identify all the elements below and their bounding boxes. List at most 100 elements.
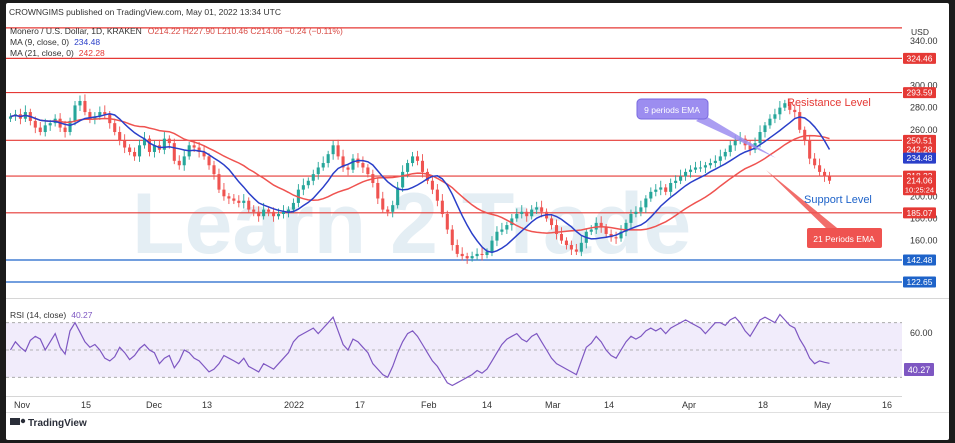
- candle-body-149: [748, 145, 752, 150]
- published-line: CROWNGIMS published on TradingView.com, …: [9, 7, 281, 17]
- candle-body-85: [430, 180, 434, 190]
- candle-body-164: [823, 171, 827, 177]
- x-tick-6: Feb: [421, 400, 437, 410]
- candle-body-89: [450, 229, 454, 246]
- ema21-callout-box: [807, 228, 882, 248]
- candle-body-6: [38, 127, 42, 133]
- candle-body-39: [202, 151, 206, 157]
- candle-body-25: [133, 151, 137, 157]
- candle-body-64: [326, 154, 330, 164]
- candle-body-21: [113, 123, 117, 133]
- candle-body-129: [649, 191, 653, 199]
- candle-body-144: [723, 151, 727, 157]
- support-label: Support Level: [804, 194, 872, 206]
- candle-body-95: [480, 253, 484, 256]
- price-tag-1-label: 234.48: [907, 153, 933, 163]
- rsi-value: 40.27: [71, 310, 93, 320]
- horizontal-levels: [6, 27, 902, 283]
- candle-body-42: [217, 174, 221, 190]
- candle-body-58: [296, 189, 300, 203]
- candle-body-7: [43, 125, 47, 133]
- candle-body-114: [574, 249, 578, 252]
- candle-body-94: [475, 253, 479, 257]
- candle-body-98: [495, 231, 499, 241]
- candle-body-137: [688, 169, 693, 172]
- ema21-callout-pointer: [766, 170, 842, 232]
- level-tag-2-label: 293.59: [907, 88, 933, 98]
- candle-body-112: [564, 240, 568, 246]
- candle-body-90: [455, 245, 459, 254]
- x-tick-4: 2022: [284, 400, 304, 410]
- price-tag-0-box: [903, 143, 936, 155]
- candle-body-53: [272, 211, 276, 217]
- candle-body-60: [306, 180, 310, 186]
- candle-body-136: [684, 171, 688, 177]
- ma9-label: MA (9, close, 0): [10, 37, 69, 47]
- watermark-text: Learn 2 Trade: [132, 176, 691, 272]
- x-tick-1: 15: [81, 400, 91, 410]
- candle-body-109: [550, 218, 554, 226]
- candle-body-140: [703, 165, 707, 168]
- y-axis-ticks: 340.00 300.00 280.00 260.00 200.00 180.00 160.…: [910, 36, 938, 245]
- candle-body-126: [634, 211, 638, 215]
- candle-body-40: [207, 156, 211, 166]
- candle-body-79: [401, 171, 405, 188]
- ma9-value: 234.48: [74, 37, 100, 47]
- candle-body-80: [406, 163, 410, 172]
- candle-body-111: [559, 233, 564, 241]
- candle-body-28: [147, 138, 152, 152]
- candle-body-46: [237, 200, 241, 203]
- candle-body-110: [554, 225, 559, 234]
- rsi-legend: RSI (14, close) 40.27: [10, 310, 93, 320]
- candle-body-142: [713, 160, 717, 164]
- candle-body-55: [281, 211, 286, 215]
- x-tick-12: May: [814, 400, 832, 410]
- candle-body-139: [698, 167, 702, 169]
- candle-body-82: [415, 156, 420, 161]
- ema9-callout: 9 periods EMA: [636, 98, 776, 158]
- candle-body-57: [291, 202, 295, 210]
- level-tag-5-label: 185.07: [907, 208, 933, 218]
- candle-body-33: [172, 143, 176, 161]
- ma21-label: MA (21, close, 0): [10, 48, 74, 58]
- candle-body-45: [232, 198, 236, 201]
- candle-body-123: [619, 231, 623, 239]
- candle-body-35: [182, 156, 186, 166]
- candle-body-13: [73, 105, 77, 121]
- candle-body-81: [411, 156, 415, 164]
- candle-body-145: [728, 145, 732, 152]
- candle-body-31: [162, 138, 166, 150]
- tradingview-chart: Learn 2 Trade 340.00 300.00 280.00 260.00 20…: [6, 7, 949, 429]
- candle-body-157: [788, 103, 792, 110]
- tradingview-logo-icon: [10, 418, 26, 425]
- candle-body-76: [386, 209, 390, 212]
- candle-body-118: [594, 222, 598, 230]
- x-tick-7: 14: [482, 400, 492, 410]
- candle-body-86: [435, 189, 439, 201]
- candle-body-162: [813, 158, 817, 166]
- candle-body-93: [470, 256, 474, 259]
- level-tag-3-label: 250.51: [907, 135, 933, 145]
- candle-body-0: [8, 116, 13, 119]
- price-tag-2-sub: 10:25:24: [905, 186, 934, 195]
- candle-body-134: [674, 180, 678, 183]
- candle-body-102: [515, 214, 519, 219]
- rsi-last-tag: 40.27: [904, 363, 934, 376]
- level-tag-6-label: 142.48: [907, 255, 933, 265]
- candle-body-54: [276, 214, 281, 217]
- chart-frame: Learn 2 Trade 340.00 300.00 280.00 260.00 20…: [6, 3, 949, 440]
- candle-body-106: [535, 207, 539, 210]
- candle-body-11: [63, 127, 67, 133]
- candle-body-97: [490, 240, 494, 252]
- candle-body-117: [589, 229, 593, 232]
- candle-body-78: [396, 187, 400, 206]
- ma9-legend: MA (9, close, 0) 234.48: [10, 37, 100, 47]
- price-tag-2-label: 214.06: [907, 176, 933, 186]
- candle-body-87: [440, 200, 444, 215]
- candle-body-99: [500, 229, 504, 232]
- candle-body-141: [708, 163, 712, 166]
- x-tick-11: 18: [758, 400, 768, 410]
- level-tag-5-box: [903, 207, 936, 219]
- level-tags: 324.46293.59250.51218.23185.07142.48122.…: [903, 52, 936, 288]
- x-tick-3: 13: [202, 400, 212, 410]
